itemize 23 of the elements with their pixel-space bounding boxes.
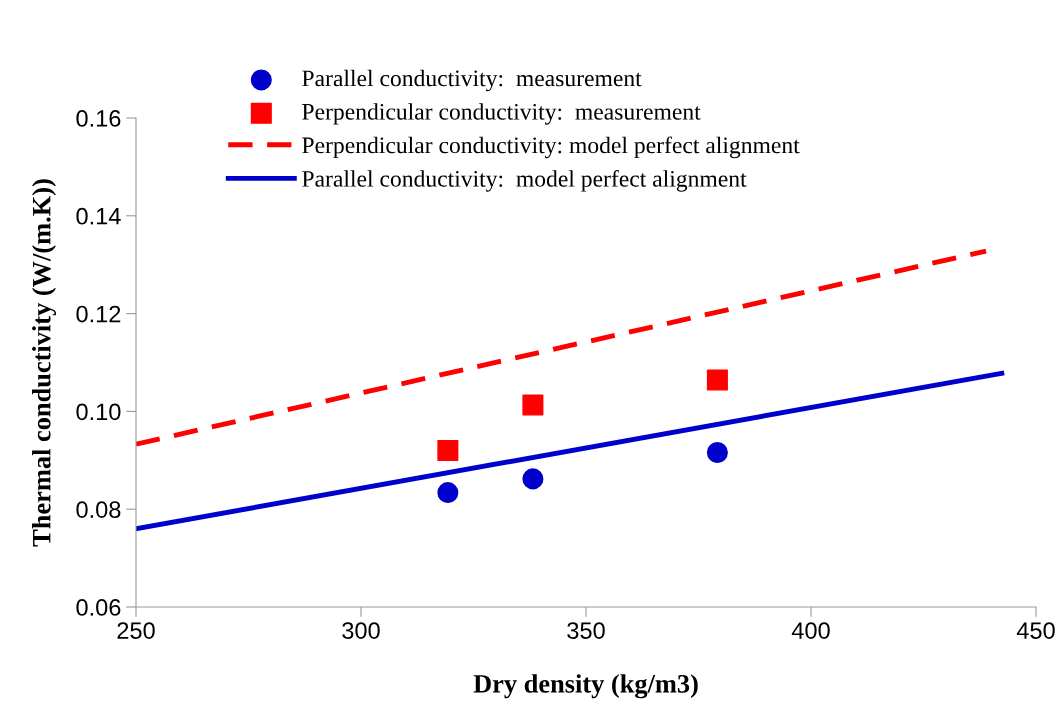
y-axis-title: Thermal conductivity (W/(m.K)) — [32, 179, 57, 547]
point — [706, 441, 728, 463]
y-tick-label: 0.06 — [76, 599, 121, 616]
point — [522, 394, 544, 416]
y-tick-label: 0.16 — [76, 110, 121, 127]
legend-label: Parallel conductivity: measurement — [302, 69, 642, 92]
x-axis-title: Dry density (kg/m3) — [473, 674, 698, 699]
y-tick-label: 0.14 — [76, 207, 121, 225]
point — [706, 369, 728, 391]
x-tick-label: 400 — [791, 622, 830, 639]
legend-label: Parallel conductivity: model perfect alignment — [302, 169, 747, 192]
legend-label: Perpendicular conductivity: measurement — [302, 103, 701, 125]
legend-label: Perpendicular conductivity: model perfect alignment — [302, 136, 800, 159]
y-tick-label: 0.12 — [76, 305, 121, 323]
point — [522, 468, 544, 490]
point — [437, 482, 459, 504]
point — [437, 440, 459, 462]
x-tick-label: 450 — [1016, 622, 1055, 639]
y-tick-label: 0.08 — [76, 501, 121, 518]
y-tick-label: 0.10 — [76, 403, 121, 421]
x-tick-label: 250 — [117, 622, 155, 639]
x-tick-label: 300 — [342, 622, 380, 639]
x-tick-label: 350 — [567, 622, 605, 639]
